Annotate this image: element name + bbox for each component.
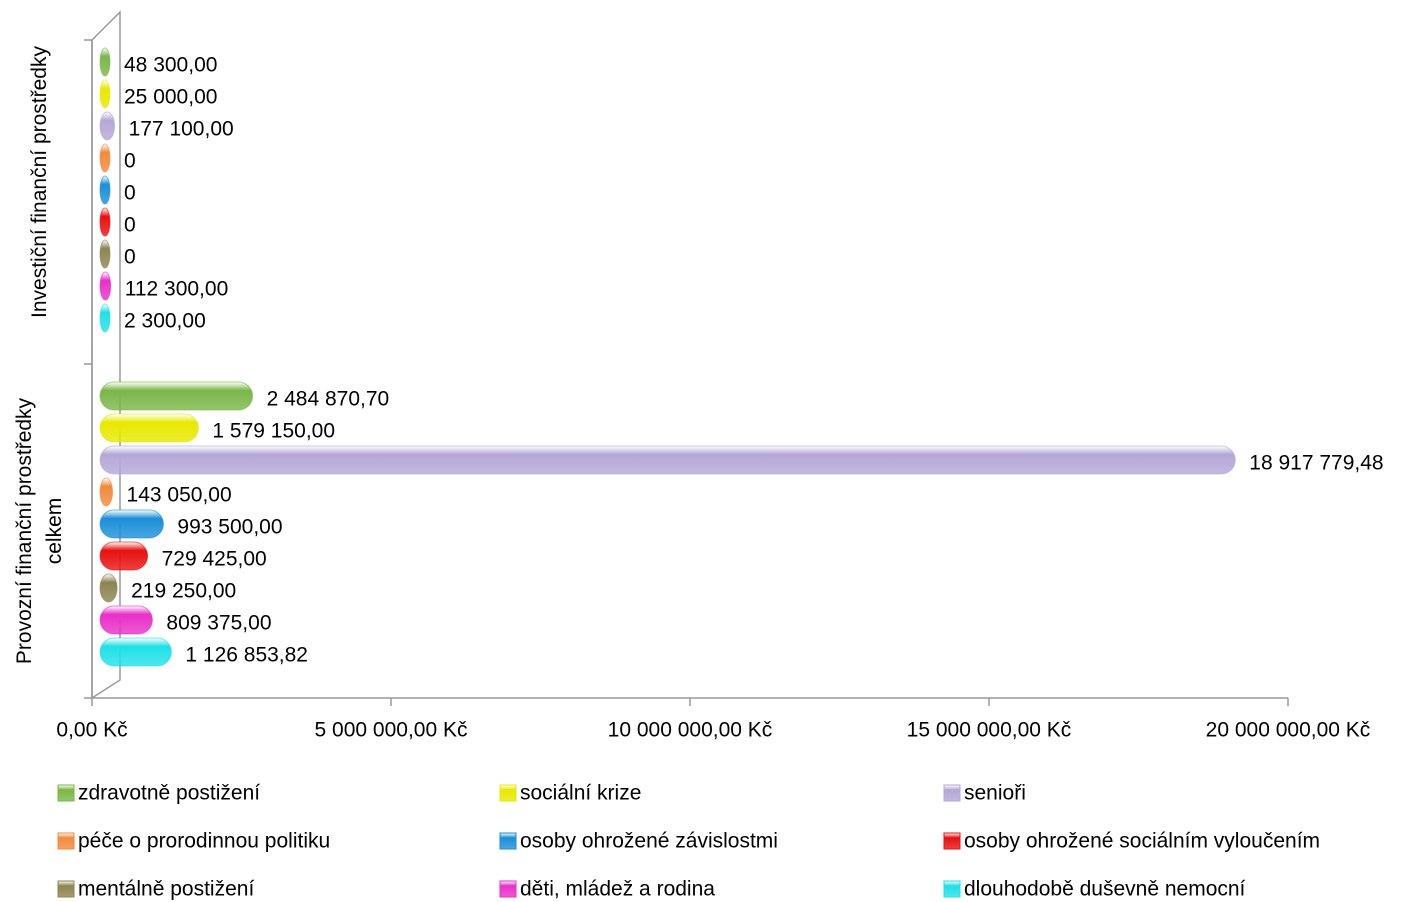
legend-swatch (943, 784, 961, 802)
value-label: 219 250,00 (131, 580, 236, 603)
value-label: 48 300,00 (124, 54, 217, 77)
bar (99, 573, 118, 603)
x-tick-label: 5 000 000,00 Kč (315, 719, 468, 742)
value-label: 0 (124, 182, 136, 205)
legend-label: zdravotně postižení (78, 782, 260, 805)
value-label: 809 375,00 (166, 612, 271, 635)
legend-swatch (499, 832, 517, 850)
legend-label: děti, mládež a rodina (520, 878, 715, 901)
bar (99, 239, 111, 269)
legend-swatch (943, 880, 961, 898)
category-label: Investiční finanční prostředky (28, 46, 51, 318)
value-label: 2 300,00 (124, 310, 206, 333)
x-tick-label: 15 000 000,00 Kč (907, 719, 1072, 742)
bar (99, 175, 111, 205)
value-label: 1 579 150,00 (212, 420, 335, 443)
x-tick-label: 0,00 Kč (56, 719, 127, 742)
value-label: 25 000,00 (124, 86, 217, 109)
legend-swatch (57, 832, 75, 850)
legend-label: péče o prorodinnou politiku (78, 830, 330, 853)
bar (99, 637, 172, 667)
bar (99, 477, 114, 507)
value-label: 1 126 853,82 (185, 644, 308, 667)
value-label: 18 917 779,48 (1249, 452, 1383, 475)
bar (99, 271, 112, 301)
bar (99, 541, 149, 571)
bar (99, 413, 199, 443)
legend-swatch (943, 832, 961, 850)
bar (99, 47, 111, 77)
bar (99, 79, 111, 109)
value-label: 2 484 870,70 (267, 388, 390, 411)
legend-swatch (499, 784, 517, 802)
value-label: 0 (124, 214, 136, 237)
legend-label: osoby ohrožené sociálním vyloučením (964, 830, 1320, 853)
legend-label: sociální krize (520, 782, 641, 805)
bar (99, 303, 111, 333)
bar (99, 381, 254, 411)
value-label: 177 100,00 (129, 118, 234, 141)
bar (99, 509, 164, 539)
bar (99, 207, 111, 237)
value-label: 143 050,00 (127, 484, 232, 507)
x-tick-label: 10 000 000,00 Kč (608, 719, 773, 742)
legend-swatch (57, 784, 75, 802)
legend-label: senioři (964, 782, 1026, 805)
bar (99, 143, 111, 173)
category-label: Provozní finanční prostředky celkem (13, 397, 66, 665)
value-label: 993 500,00 (177, 516, 282, 539)
value-label: 112 300,00 (125, 278, 229, 301)
bar (99, 111, 116, 141)
value-label: 729 425,00 (162, 548, 267, 571)
bar (99, 445, 1236, 475)
value-label: 0 (124, 246, 136, 269)
value-label: 0 (124, 150, 136, 173)
legend-label: mentálně postižení (78, 878, 254, 901)
bar (99, 605, 153, 635)
legend-swatch (57, 880, 75, 898)
x-tick-label: 20 000 000,00 Kč (1206, 719, 1371, 742)
legend-label: osoby ohrožené závislostmi (520, 830, 778, 853)
legend-label: dlouhodobě duševně nemocní (964, 878, 1246, 901)
legend-swatch (499, 880, 517, 898)
